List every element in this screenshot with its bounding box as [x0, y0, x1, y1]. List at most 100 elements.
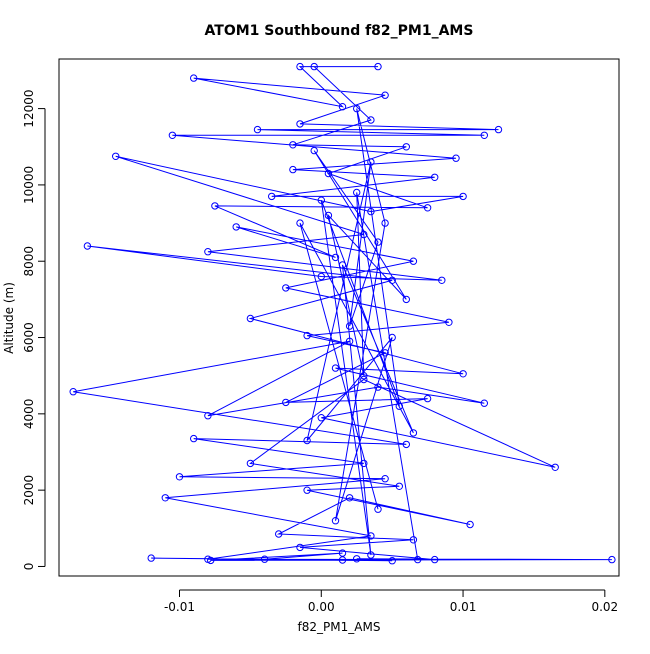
- data-point: [296, 543, 304, 552]
- data-point: [246, 314, 255, 323]
- data-point: [381, 91, 389, 99]
- data-point: [367, 207, 375, 216]
- data-point: [338, 261, 347, 269]
- data-point: [260, 555, 269, 563]
- y-axis-label: Altitude (m): [2, 282, 16, 354]
- y-tick-label: 2000: [22, 475, 36, 506]
- data-point: [367, 532, 375, 540]
- data-point: [275, 530, 283, 538]
- x-tick-label: 0.00: [308, 600, 335, 614]
- data-point: [296, 219, 304, 227]
- data-point: [147, 554, 155, 562]
- data-point: [409, 536, 418, 544]
- data-point: [353, 188, 361, 197]
- data-point: [402, 295, 410, 304]
- data-point: [83, 242, 92, 250]
- x-axis-label: f82_PM1_AMS: [298, 620, 381, 634]
- data-point: [338, 549, 347, 557]
- data-point: [374, 62, 382, 71]
- y-tick-label: 6000: [22, 322, 36, 353]
- y-tick-label: 8000: [22, 246, 36, 277]
- data-point: [414, 555, 422, 564]
- data-point: [367, 551, 375, 559]
- data-point: [452, 154, 460, 162]
- data-point: [232, 223, 240, 231]
- data-point: [317, 272, 325, 281]
- data-point: [331, 253, 340, 262]
- data-point: [360, 459, 368, 468]
- y-axis: 0 2000 4000 6000 8000 10000 12000: [22, 90, 46, 571]
- data-point: [431, 555, 439, 564]
- data-point: [381, 475, 389, 483]
- data-point: [438, 276, 446, 284]
- data-point: [112, 152, 120, 161]
- data-point: [296, 120, 304, 128]
- y-tick-label: 12000: [22, 90, 36, 128]
- data-point: [253, 125, 262, 134]
- data-point: [360, 372, 368, 380]
- data-point: [409, 257, 418, 265]
- data-point: [317, 414, 325, 422]
- data-point: [310, 146, 318, 155]
- data-point: [317, 196, 325, 204]
- data-point: [480, 399, 488, 407]
- y-tick-label: 0: [22, 563, 36, 571]
- data-point: [388, 276, 396, 284]
- data-point: [324, 211, 333, 220]
- data-point: [551, 463, 559, 471]
- data-point: [374, 238, 382, 246]
- data-point: [360, 375, 368, 384]
- data-point: [466, 520, 474, 529]
- data-point: [353, 555, 361, 563]
- data-point: [289, 141, 297, 149]
- data-point: [345, 494, 354, 502]
- data-point: [431, 173, 439, 182]
- y-tick-label: 4000: [22, 399, 36, 430]
- plot-frame: [58, 58, 620, 577]
- data-point: [374, 383, 382, 391]
- x-tick-label: -0.01: [164, 600, 195, 614]
- data-point: [282, 398, 290, 407]
- data-point: [360, 230, 368, 239]
- data-point: [345, 322, 354, 330]
- data-point: [296, 62, 304, 71]
- chart-title: ATOM1 Southbound f82_PM1_AMS: [205, 23, 474, 39]
- data-point: [381, 219, 389, 227]
- data-point: [303, 331, 311, 340]
- data-point: [388, 557, 396, 565]
- x-tick-label: 0.01: [450, 600, 477, 614]
- data-point: [494, 125, 503, 134]
- data-point: [310, 62, 318, 71]
- data-point: [282, 284, 290, 292]
- data-point: [423, 394, 432, 403]
- data-point: [409, 429, 418, 437]
- data-point: [338, 103, 347, 111]
- y-tick-label: 10000: [22, 166, 36, 204]
- data-point: [268, 192, 276, 201]
- data-point: [303, 486, 311, 494]
- data-point: [402, 143, 410, 151]
- data-point: [303, 436, 311, 445]
- data-point: [381, 349, 389, 357]
- data-point: [324, 169, 333, 178]
- series-line: [73, 66, 612, 562]
- data-point: [402, 440, 410, 449]
- data-point: [69, 388, 77, 396]
- data-point: [331, 364, 340, 372]
- data-point: [423, 204, 432, 212]
- x-tick-label: 0.02: [591, 600, 618, 614]
- data-point: [480, 131, 488, 140]
- data-point: [445, 318, 453, 326]
- data-point: [367, 158, 375, 166]
- data-point: [459, 192, 467, 201]
- data-point: [331, 517, 340, 525]
- data-point: [175, 473, 184, 481]
- data-point: [395, 402, 403, 410]
- data-point: [190, 74, 198, 82]
- data-point: [388, 333, 396, 342]
- data-point: [374, 505, 382, 513]
- data-point: [204, 412, 212, 420]
- data-point: [459, 370, 467, 378]
